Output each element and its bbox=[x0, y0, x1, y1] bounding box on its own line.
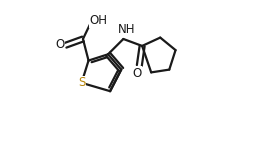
Text: O: O bbox=[132, 67, 141, 80]
Text: OH: OH bbox=[89, 14, 107, 27]
Text: NH: NH bbox=[117, 23, 135, 36]
Text: O: O bbox=[56, 38, 65, 51]
Text: S: S bbox=[78, 76, 85, 89]
